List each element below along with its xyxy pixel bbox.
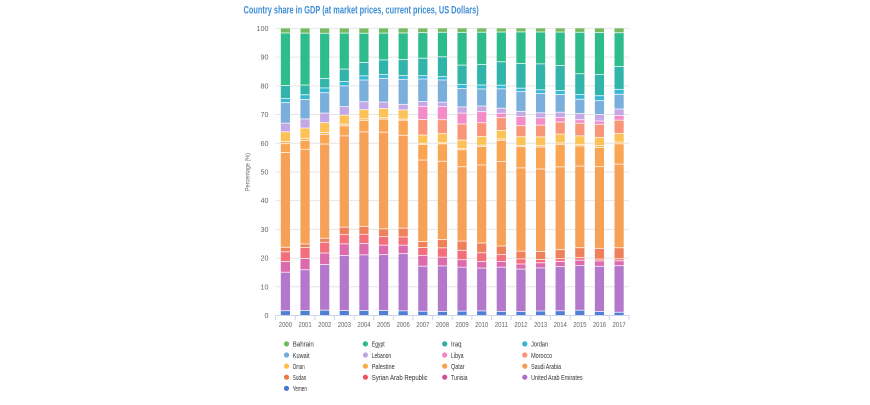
- svg-text:2004: 2004: [357, 320, 370, 329]
- svg-text:50: 50: [261, 168, 269, 177]
- svg-text:30: 30: [261, 225, 269, 234]
- svg-text:Egypt: Egypt: [372, 342, 385, 349]
- svg-text:2011: 2011: [495, 320, 508, 329]
- svg-text:Qatar: Qatar: [451, 364, 465, 371]
- svg-text:2015: 2015: [573, 320, 586, 329]
- svg-text:Libya: Libya: [451, 353, 464, 360]
- svg-text:Iraq: Iraq: [451, 342, 462, 349]
- svg-text:90: 90: [261, 53, 269, 62]
- svg-text:Sudan: Sudan: [293, 375, 307, 382]
- svg-text:2006: 2006: [397, 320, 410, 329]
- svg-text:Jordan: Jordan: [531, 342, 548, 349]
- svg-text:0: 0: [265, 311, 269, 320]
- svg-text:Country share in GDP (at marke: Country share in GDP (at market prices, …: [244, 4, 479, 16]
- svg-text:40: 40: [261, 196, 269, 205]
- svg-text:Oman: Oman: [293, 364, 305, 371]
- svg-text:2016: 2016: [593, 320, 606, 329]
- svg-text:Tunisia: Tunisia: [451, 375, 468, 382]
- svg-text:Lebanon: Lebanon: [372, 353, 392, 360]
- svg-text:2001: 2001: [298, 320, 311, 329]
- svg-text:2017: 2017: [612, 320, 625, 329]
- svg-text:Yemen: Yemen: [293, 386, 307, 393]
- svg-text:2005: 2005: [377, 320, 390, 329]
- svg-text:60: 60: [261, 139, 269, 148]
- svg-text:2013: 2013: [534, 320, 547, 329]
- svg-text:2007: 2007: [416, 320, 429, 329]
- svg-text:Percentage (%): Percentage (%): [245, 153, 252, 191]
- svg-text:2010: 2010: [475, 320, 488, 329]
- svg-text:Palestine: Palestine: [372, 364, 395, 371]
- svg-text:2008: 2008: [436, 320, 449, 329]
- svg-text:10: 10: [261, 282, 269, 291]
- svg-text:80: 80: [261, 81, 269, 90]
- svg-text:2012: 2012: [514, 320, 527, 329]
- svg-text:Saudi Arabia: Saudi Arabia: [531, 364, 561, 371]
- svg-text:100: 100: [257, 24, 269, 33]
- svg-text:United Arab Emirates: United Arab Emirates: [531, 375, 583, 382]
- svg-text:20: 20: [261, 254, 269, 263]
- svg-text:2009: 2009: [455, 320, 468, 329]
- svg-text:2014: 2014: [554, 320, 567, 329]
- svg-text:70: 70: [261, 110, 269, 119]
- svg-text:2000: 2000: [279, 320, 292, 329]
- svg-text:2002: 2002: [318, 320, 331, 329]
- svg-text:Kuwait: Kuwait: [293, 353, 310, 360]
- svg-text:2003: 2003: [338, 320, 351, 329]
- svg-text:Syrian Arab Republic: Syrian Arab Republic: [372, 375, 428, 382]
- svg-text:Morocco: Morocco: [531, 353, 552, 360]
- svg-text:Bahrain: Bahrain: [293, 342, 314, 349]
